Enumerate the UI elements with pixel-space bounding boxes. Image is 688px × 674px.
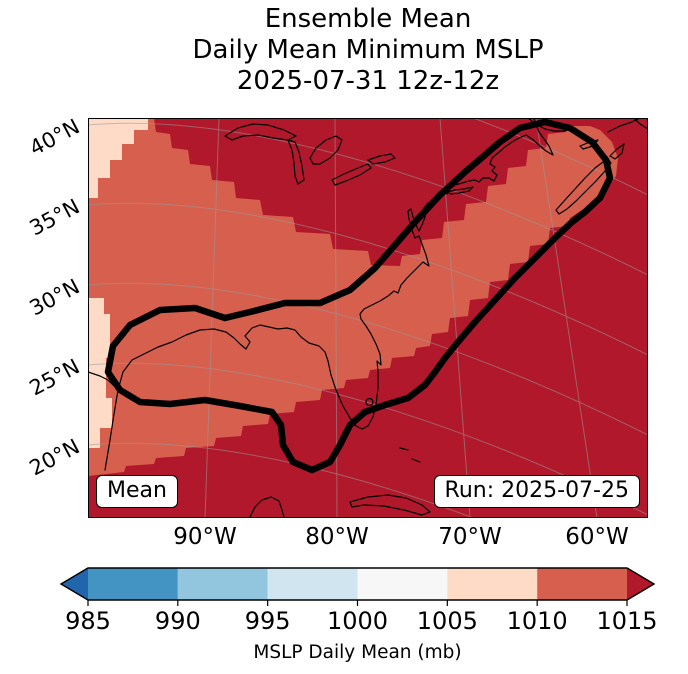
lat-label-25n: 25°N xyxy=(25,354,84,401)
gridline-lat-30n xyxy=(88,282,648,436)
coastline-nova-scotia xyxy=(555,158,612,215)
coastline-newfoundland-tip xyxy=(633,118,648,130)
colorbar-segment-1010-1015 xyxy=(537,568,628,600)
colorbar-segment-1005-1010 xyxy=(447,568,538,600)
colorbar-tick-label-990: 990 xyxy=(155,607,201,635)
colorbar-over-arrow xyxy=(627,568,654,600)
coastline-cape-breton xyxy=(609,143,625,160)
lon-label-60w: 60°W xyxy=(565,524,629,550)
lat-label-20n: 20°N xyxy=(25,434,84,481)
coastline-gulf-and-east-coast xyxy=(104,118,554,471)
title-line-1: Ensemble Mean xyxy=(264,4,472,34)
coastline-yucatan xyxy=(249,496,285,518)
colorbar: 985 990 995 1000 1005 1010 1015 MSLP Dai… xyxy=(59,567,658,663)
map-frame xyxy=(88,118,648,518)
coastline-bahamas xyxy=(399,447,421,463)
ensemble-contour xyxy=(104,118,614,474)
gridline-lat-20n xyxy=(88,442,475,518)
colorbar-segment-990-995 xyxy=(177,568,268,600)
fill-region-1005-1010-northwest-corner xyxy=(88,118,148,198)
colorbar-segment-1000-1005 xyxy=(357,568,448,600)
lake-huron xyxy=(309,135,343,165)
fill-region-1010-1015-band xyxy=(88,118,618,476)
gridline-lat-45n xyxy=(471,118,648,196)
map-panel: 40°N 35°N 30°N 25°N 20°N 90°W 80°W 70°W … xyxy=(26,114,648,550)
title-line-3: 2025-07-31 12z-12z xyxy=(236,66,500,96)
colorbar-tick-label-1000: 1000 xyxy=(327,607,388,635)
colorbar-tick-label-995: 995 xyxy=(245,607,291,635)
lake-superior xyxy=(224,123,297,141)
colorbar-axis-label: MSLP Daily Mean (mb) xyxy=(253,642,461,663)
colorbar-under-arrow xyxy=(61,568,88,600)
lake-michigan xyxy=(287,139,305,185)
gridline-lon-60w xyxy=(535,118,598,518)
mean-annotation-box: Mean xyxy=(96,475,178,508)
lake-okeechobee xyxy=(365,397,374,407)
map-canvas xyxy=(88,118,648,518)
lake-erie xyxy=(331,163,372,186)
lat-label-40n: 40°N xyxy=(25,114,84,161)
colorbar-tick-label-1010: 1010 xyxy=(507,607,568,635)
colorbar-ticks xyxy=(87,600,628,606)
gridline-lon-70w xyxy=(439,118,471,518)
lon-label-80w: 80°W xyxy=(305,524,369,550)
colorbar-tick-label-985: 985 xyxy=(65,607,111,635)
fill-region-1005-1010-west-strip xyxy=(88,298,112,448)
colorbar-tick-label-1015: 1015 xyxy=(596,607,657,635)
coastline-cuba xyxy=(349,494,431,516)
coastline-long-island xyxy=(446,186,474,195)
colorbar-segment-995-1000 xyxy=(267,568,358,600)
title-line-2: Daily Mean Minimum MSLP xyxy=(192,35,544,65)
lat-label-30n: 30°N xyxy=(25,274,84,321)
figure-title: Ensemble Mean Daily Mean Minimum MSLP 20… xyxy=(88,4,648,97)
colorbar-segment-985-990 xyxy=(88,568,178,600)
run-annotation-box: Run: 2025-07-25 xyxy=(433,475,640,508)
lat-label-35n: 35°N xyxy=(25,194,84,241)
gridline-lon-90w xyxy=(204,118,220,518)
lake-ontario xyxy=(367,153,396,165)
gridline-lat-35n xyxy=(88,202,648,356)
lon-label-90w: 90°W xyxy=(173,524,237,550)
lon-label-70w: 70°W xyxy=(438,524,502,550)
colorbar-tick-label-1005: 1005 xyxy=(417,607,478,635)
